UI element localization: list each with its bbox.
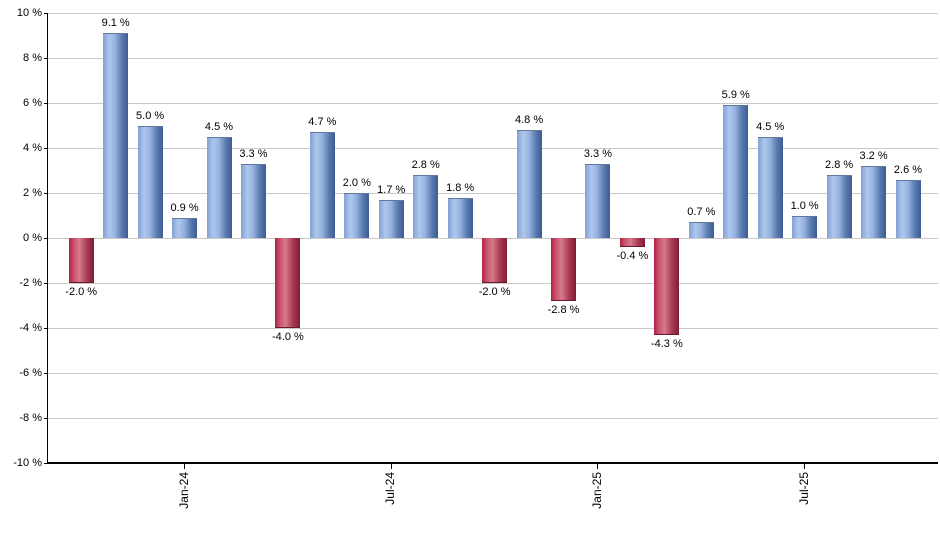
bar-value-label: 3.3 %	[239, 147, 268, 160]
bar[interactable]	[826, 175, 852, 238]
bar-value-label: 0.9 %	[170, 201, 199, 214]
y-axis-tick-label: -10 %	[13, 456, 42, 469]
bar-value-label: 5.9 %	[721, 89, 750, 102]
bar[interactable]	[516, 130, 542, 238]
bar-value-label: -2.0 %	[65, 286, 98, 298]
y-axis-tick	[44, 12, 48, 14]
y-axis-tick-label: -4 %	[19, 321, 42, 334]
bar-value-label: -2.0 %	[478, 286, 511, 298]
gridline	[48, 327, 938, 329]
bar-value-label: 4.5 %	[204, 120, 234, 133]
y-axis-tick	[44, 327, 48, 329]
y-axis-tick	[44, 372, 48, 374]
bar-value-label: -4.3 %	[650, 337, 683, 350]
bar-value-label: 1.7 %	[377, 183, 406, 196]
x-axis-line	[46, 462, 938, 464]
bar-value-label: 2.6 %	[893, 163, 923, 176]
bar[interactable]	[619, 238, 645, 247]
x-axis-tick-label: Jul-25	[796, 472, 811, 505]
y-axis-tick	[44, 102, 48, 104]
y-axis-tick	[44, 237, 48, 239]
bar-value-label: 1.0 %	[790, 199, 819, 212]
y-axis-line	[46, 13, 48, 463]
bar[interactable]	[861, 166, 887, 238]
bar-value-label: 2.8 %	[411, 159, 440, 171]
bar[interactable]	[792, 215, 818, 238]
x-axis-tick	[804, 463, 806, 469]
bar-value-label: 9.1 %	[101, 17, 130, 30]
gridline	[48, 192, 938, 194]
bar-value-label: 4.7 %	[308, 116, 337, 129]
bar[interactable]	[551, 238, 576, 301]
bar-value-label: -0.4 %	[616, 250, 649, 262]
bar[interactable]	[585, 163, 611, 238]
bar[interactable]	[344, 193, 370, 238]
y-axis-tick-label: 6 %	[23, 96, 42, 109]
bar[interactable]	[172, 217, 198, 238]
bar-value-label: 3.2 %	[859, 150, 888, 162]
bar[interactable]	[137, 125, 163, 238]
bar[interactable]	[240, 163, 266, 238]
y-axis-tick	[44, 282, 48, 284]
x-axis-tick	[184, 463, 186, 469]
bar[interactable]	[895, 179, 921, 238]
y-axis-tick-label: -6 %	[19, 366, 42, 379]
bar-value-label: 5.0 %	[136, 109, 165, 122]
bar-value-label: 0.7 %	[687, 206, 716, 219]
y-axis-tick-label: -2 %	[19, 276, 42, 289]
bar-value-label: 1.8 %	[446, 181, 475, 194]
bar-value-label: 4.5 %	[756, 120, 785, 133]
bar[interactable]	[447, 197, 473, 238]
x-axis-tick-label: Jan-24	[176, 472, 191, 509]
bar[interactable]	[413, 175, 439, 238]
bar[interactable]	[206, 136, 232, 238]
bar[interactable]	[688, 222, 714, 238]
bar-value-label: -4.0 %	[271, 331, 304, 343]
y-axis-tick-label: 2 %	[23, 186, 42, 199]
gridline	[48, 372, 938, 374]
gridline	[48, 147, 938, 149]
bar-value-label: 3.3 %	[583, 147, 613, 160]
gridline	[48, 417, 938, 419]
x-axis-tick	[390, 463, 392, 469]
bar[interactable]	[757, 136, 783, 238]
y-axis-tick-label: 10 %	[16, 6, 42, 19]
y-axis-tick	[44, 192, 48, 194]
gridline	[48, 102, 938, 104]
y-axis-tick-label: 8 %	[23, 51, 42, 64]
bar[interactable]	[378, 199, 404, 238]
gridline	[48, 57, 938, 59]
y-axis-tick-label: 4 %	[23, 141, 42, 154]
bar[interactable]	[723, 105, 749, 238]
bar[interactable]	[103, 33, 129, 238]
bar-value-label: 2.0 %	[342, 177, 371, 189]
x-axis-tick-label: Jan-25	[589, 472, 604, 509]
y-axis-tick-label: -8 %	[19, 411, 42, 424]
bar[interactable]	[654, 238, 680, 335]
bar[interactable]	[309, 132, 335, 238]
y-axis-tick	[44, 417, 48, 419]
x-axis-tick	[597, 463, 599, 469]
y-axis-tick	[44, 57, 48, 59]
bar-value-label: 4.8 %	[514, 114, 544, 126]
bar-value-label: -2.8 %	[547, 304, 580, 316]
bar[interactable]	[275, 238, 301, 328]
gridline	[48, 12, 938, 14]
bar-value-label: 2.8 %	[825, 159, 854, 171]
y-axis-tick-label: 0 %	[23, 231, 42, 244]
bar[interactable]	[68, 238, 94, 283]
y-axis-tick	[44, 462, 48, 464]
y-axis-tick	[44, 147, 48, 149]
gridline	[48, 282, 938, 284]
bar[interactable]	[482, 238, 508, 283]
x-axis-tick-label: Jul-24	[383, 472, 398, 505]
